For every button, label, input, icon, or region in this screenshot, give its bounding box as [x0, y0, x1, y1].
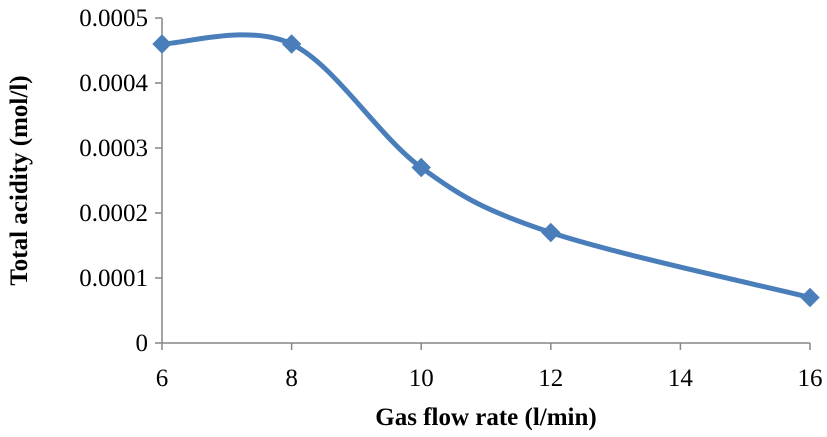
y-axis-title: Total acidity (mol/l) [6, 75, 33, 285]
data-point-marker [281, 34, 302, 54]
x-tick-label: 14 [668, 365, 694, 392]
data-point-marker [152, 34, 172, 54]
y-tick-label: 0.0004 [79, 70, 148, 97]
series-line [159, 32, 813, 300]
x-tick-label: 10 [409, 365, 434, 392]
axes [155, 17, 811, 350]
y-tick-label: 0.0003 [79, 135, 148, 162]
series-layer [159, 32, 813, 300]
x-axis-title: Gas flow rate (l/min) [375, 404, 596, 431]
tick-labels: 0 0.0001 0.0002 0.0003 0.0004 0.0005 6 8 10 12 14 1… [79, 5, 822, 392]
y-tick-label: 0 [136, 330, 149, 357]
y-tick-label: 0.0002 [79, 200, 148, 227]
data-point-marker [411, 157, 431, 178]
y-tick-label: 0.0005 [79, 5, 148, 32]
data-point-marker [541, 222, 561, 243]
y-tick-label: 0.0001 [79, 265, 148, 292]
marker-layer [152, 34, 820, 308]
x-tick-label: 8 [285, 365, 298, 392]
x-tick-label: 12 [538, 365, 563, 392]
data-point-marker [800, 287, 820, 308]
x-tick-label: 6 [156, 365, 169, 392]
x-tick-label: 16 [798, 365, 823, 392]
